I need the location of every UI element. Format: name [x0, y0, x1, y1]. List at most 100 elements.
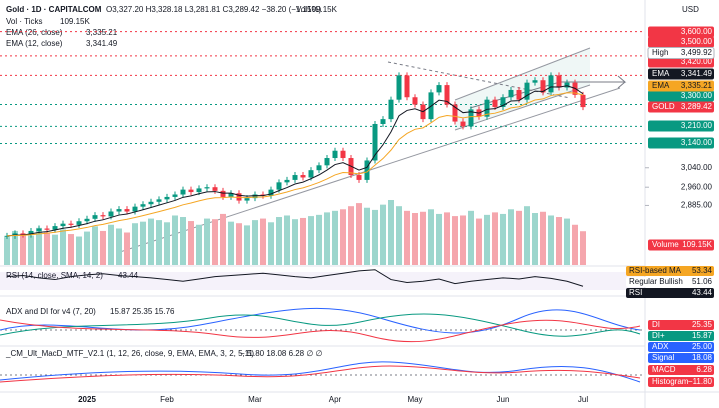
candle-body	[468, 109, 474, 127]
indicator-tag-value: −11.80	[688, 377, 713, 386]
candle-body	[452, 104, 458, 122]
indicator-tag-label: DI+	[652, 331, 665, 340]
y-tick-label: 3,040.00	[681, 163, 713, 172]
candle-body	[516, 89, 522, 100]
candle-body	[156, 199, 162, 202]
level-tag	[648, 90, 714, 102]
indicator-tag	[648, 353, 714, 363]
level-label: 3,210.00	[681, 121, 713, 130]
candle-body	[548, 75, 554, 93]
candle-body	[484, 99, 490, 117]
volume-bar	[380, 204, 386, 265]
candle-body	[124, 209, 130, 212]
rsi-tag-label: Regular Bullish	[629, 277, 683, 286]
macd-values: −11.80 18.08 6.28 ∅ ∅	[240, 349, 323, 358]
volume-bar	[180, 217, 186, 265]
volume-bar	[196, 224, 202, 265]
y-tick-label: 2,960.00	[681, 182, 713, 191]
price-tag-label: EMA	[652, 81, 670, 90]
volume-bar	[308, 216, 314, 265]
ema-line	[6, 85, 584, 237]
candle-body	[60, 223, 66, 227]
rsi-tag	[626, 288, 714, 298]
candle-body	[380, 119, 386, 124]
candle-body	[300, 175, 306, 178]
level-label: 3,140.00	[681, 138, 713, 147]
rsi-value: 43.44	[118, 271, 139, 280]
volume-bar	[556, 217, 562, 265]
volume-bar	[108, 224, 114, 265]
candle-body	[84, 218, 90, 222]
indicator-tag	[648, 365, 714, 375]
price-tag-label: High	[652, 48, 668, 57]
volume-bar	[348, 206, 354, 265]
price-tag-label: GOLD	[652, 102, 675, 111]
volume-bar	[28, 235, 34, 265]
volume-bar	[572, 224, 578, 265]
volume-bar	[84, 231, 90, 265]
level-label: 3,420.00	[681, 57, 713, 66]
candle-body	[36, 228, 42, 231]
candle-body	[196, 188, 202, 193]
price-tag-label: EMA	[652, 69, 670, 78]
volume-bar	[356, 203, 362, 265]
rsi-tag	[626, 277, 714, 287]
legend-value: 3,341.49	[86, 39, 118, 48]
ema-line	[6, 92, 584, 237]
volume-bar	[124, 232, 130, 265]
candle-body	[316, 165, 322, 171]
volume-bar	[452, 216, 458, 265]
indicator-tag-value: 6.28	[696, 365, 712, 374]
volume: Vol109.15K	[296, 5, 338, 14]
candle-body	[540, 80, 546, 93]
volume-bar	[428, 209, 434, 265]
volume-bar	[580, 231, 586, 265]
candle-body	[500, 97, 506, 107]
volume-bar	[364, 207, 370, 265]
x-tick-label: Apr	[329, 395, 342, 404]
candle-body	[284, 179, 290, 183]
candle-body	[340, 150, 346, 159]
rsi-band	[0, 272, 645, 290]
x-tick-label: 2025	[78, 395, 96, 404]
rsi-tag	[626, 266, 714, 276]
volume-bar	[268, 222, 274, 265]
candle-body	[436, 85, 442, 93]
indicator-tag	[648, 342, 714, 352]
signal-line	[0, 365, 641, 383]
volume-bar	[396, 206, 402, 265]
candle-body	[556, 75, 562, 88]
candle-body	[580, 94, 586, 108]
volume-bar	[212, 219, 218, 265]
level-tag	[648, 56, 714, 68]
price-tag-value: 3,499.92	[681, 48, 713, 57]
candle-body	[292, 175, 298, 180]
volume-bar	[300, 217, 306, 265]
x-tick-label: Jun	[497, 395, 510, 404]
candle-body	[220, 190, 226, 197]
indicator-tag-label: ADX	[652, 342, 669, 351]
rsi-title: RSI (14, close, SMA, 14, 2)	[6, 271, 103, 280]
indicator-tag-label: DI	[652, 320, 660, 329]
level-tag	[648, 26, 714, 38]
volume-bar	[260, 218, 266, 265]
candle-body	[444, 85, 450, 105]
volume-bar	[20, 234, 26, 265]
candle-body	[180, 189, 186, 195]
level-label: 3,300.00	[681, 91, 713, 100]
x-tick-label: Feb	[160, 395, 174, 404]
volume-bar	[292, 219, 298, 265]
volume-bar	[516, 210, 522, 265]
volume-bar	[204, 218, 210, 265]
volume-bar	[92, 226, 98, 265]
volume-bar	[412, 213, 418, 265]
indicator-tag-label: Histogram	[652, 377, 689, 386]
indicator-tag-value: 15.87	[692, 331, 713, 340]
volume-bar	[100, 230, 106, 265]
volume-bar	[44, 232, 50, 265]
volume-bar	[372, 209, 378, 265]
price-tag	[648, 101, 714, 113]
level-tag	[648, 137, 714, 149]
price-tag-value: 109.15K	[682, 240, 712, 249]
